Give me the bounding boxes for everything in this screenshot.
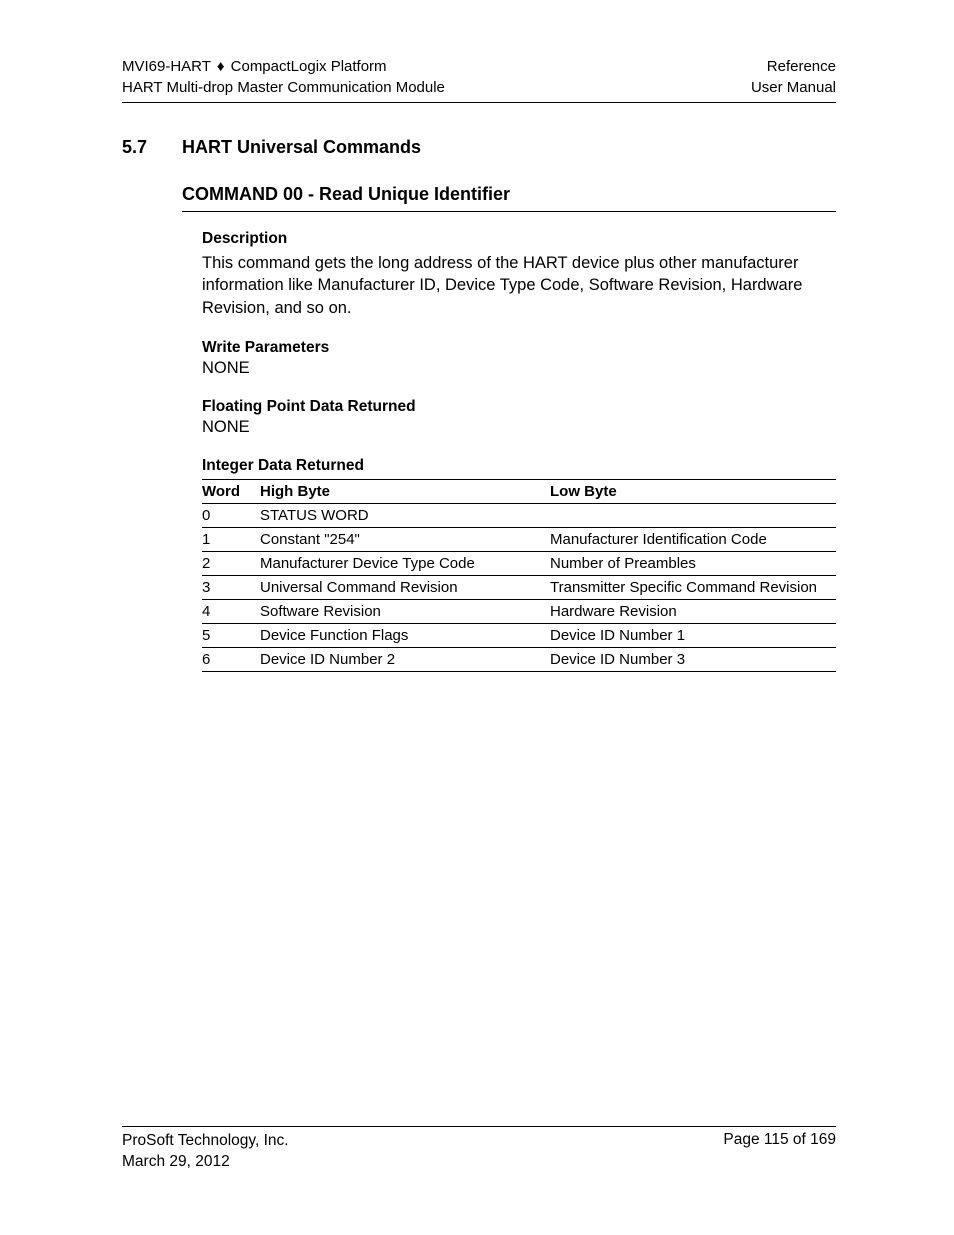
content-block: COMMAND 00 - Read Unique Identifier Desc… xyxy=(182,184,836,672)
header-left: MVI69-HART ♦ CompactLogix Platform HART … xyxy=(122,56,445,98)
footer-date: March 29, 2012 xyxy=(122,1152,289,1173)
command-body: Description This command gets the long a… xyxy=(202,230,836,672)
cell-low: Device ID Number 1 xyxy=(550,623,836,647)
header-right: Reference User Manual xyxy=(751,56,836,98)
diamond-icon: ♦ xyxy=(217,56,225,77)
cell-high: STATUS WORD xyxy=(260,503,550,527)
header-left-line2: HART Multi-drop Master Communication Mod… xyxy=(122,77,445,98)
float-data-value: NONE xyxy=(202,418,836,437)
header-platform: CompactLogix Platform xyxy=(231,58,387,75)
cell-low: Device ID Number 3 xyxy=(550,647,836,671)
header-product: MVI69-HART xyxy=(122,58,211,75)
write-params-value: NONE xyxy=(202,359,836,378)
col-header-low: Low Byte xyxy=(550,479,836,503)
description-text: This command gets the long address of th… xyxy=(202,252,836,319)
cell-word: 3 xyxy=(202,575,260,599)
section-number: 5.7 xyxy=(122,137,182,158)
footer-content: ProSoft Technology, Inc. March 29, 2012 … xyxy=(122,1126,836,1173)
table-row: 1 Constant "254" Manufacturer Identifica… xyxy=(202,527,836,551)
cell-high: Constant "254" xyxy=(260,527,550,551)
write-params-heading: Write Parameters xyxy=(202,339,836,357)
cell-high: Universal Command Revision xyxy=(260,575,550,599)
cell-word: 6 xyxy=(202,647,260,671)
description-heading: Description xyxy=(202,230,836,248)
cell-low: Transmitter Specific Command Revision xyxy=(550,575,836,599)
footer-page-number: Page 115 of 169 xyxy=(723,1131,836,1173)
cell-word: 5 xyxy=(202,623,260,647)
col-header-word: Word xyxy=(202,479,260,503)
cell-word: 1 xyxy=(202,527,260,551)
section-title: HART Universal Commands xyxy=(182,137,836,158)
footer-left: ProSoft Technology, Inc. March 29, 2012 xyxy=(122,1131,289,1173)
header-right-line2: User Manual xyxy=(751,77,836,98)
cell-low: Manufacturer Identification Code xyxy=(550,527,836,551)
cell-high: Device Function Flags xyxy=(260,623,550,647)
page-header: MVI69-HART ♦ CompactLogix Platform HART … xyxy=(122,56,836,103)
table-row: 3 Universal Command Revision Transmitter… xyxy=(202,575,836,599)
cell-high: Manufacturer Device Type Code xyxy=(260,551,550,575)
table-row: 0 STATUS WORD xyxy=(202,503,836,527)
cell-low: Hardware Revision xyxy=(550,599,836,623)
header-right-line1: Reference xyxy=(751,56,836,77)
int-data-heading: Integer Data Returned xyxy=(202,457,836,475)
cell-word: 0 xyxy=(202,503,260,527)
cell-low xyxy=(550,503,836,527)
table-header-row: Word High Byte Low Byte xyxy=(202,479,836,503)
table-row: 6 Device ID Number 2 Device ID Number 3 xyxy=(202,647,836,671)
cell-word: 2 xyxy=(202,551,260,575)
table-row: 5 Device Function Flags Device ID Number… xyxy=(202,623,836,647)
cell-high: Software Revision xyxy=(260,599,550,623)
header-left-line1: MVI69-HART ♦ CompactLogix Platform xyxy=(122,56,445,77)
section-heading: 5.7 HART Universal Commands xyxy=(122,137,836,158)
command-title: COMMAND 00 - Read Unique Identifier xyxy=(182,184,836,212)
cell-high: Device ID Number 2 xyxy=(260,647,550,671)
page-footer: ProSoft Technology, Inc. March 29, 2012 … xyxy=(122,1126,836,1173)
cell-word: 4 xyxy=(202,599,260,623)
table-row: 2 Manufacturer Device Type Code Number o… xyxy=(202,551,836,575)
cell-low: Number of Preambles xyxy=(550,551,836,575)
float-data-heading: Floating Point Data Returned xyxy=(202,398,836,416)
footer-company: ProSoft Technology, Inc. xyxy=(122,1131,289,1152)
integer-data-table: Word High Byte Low Byte 0 STATUS WORD 1 … xyxy=(202,479,836,672)
col-header-high: High Byte xyxy=(260,479,550,503)
table-row: 4 Software Revision Hardware Revision xyxy=(202,599,836,623)
page: MVI69-HART ♦ CompactLogix Platform HART … xyxy=(0,0,954,1235)
